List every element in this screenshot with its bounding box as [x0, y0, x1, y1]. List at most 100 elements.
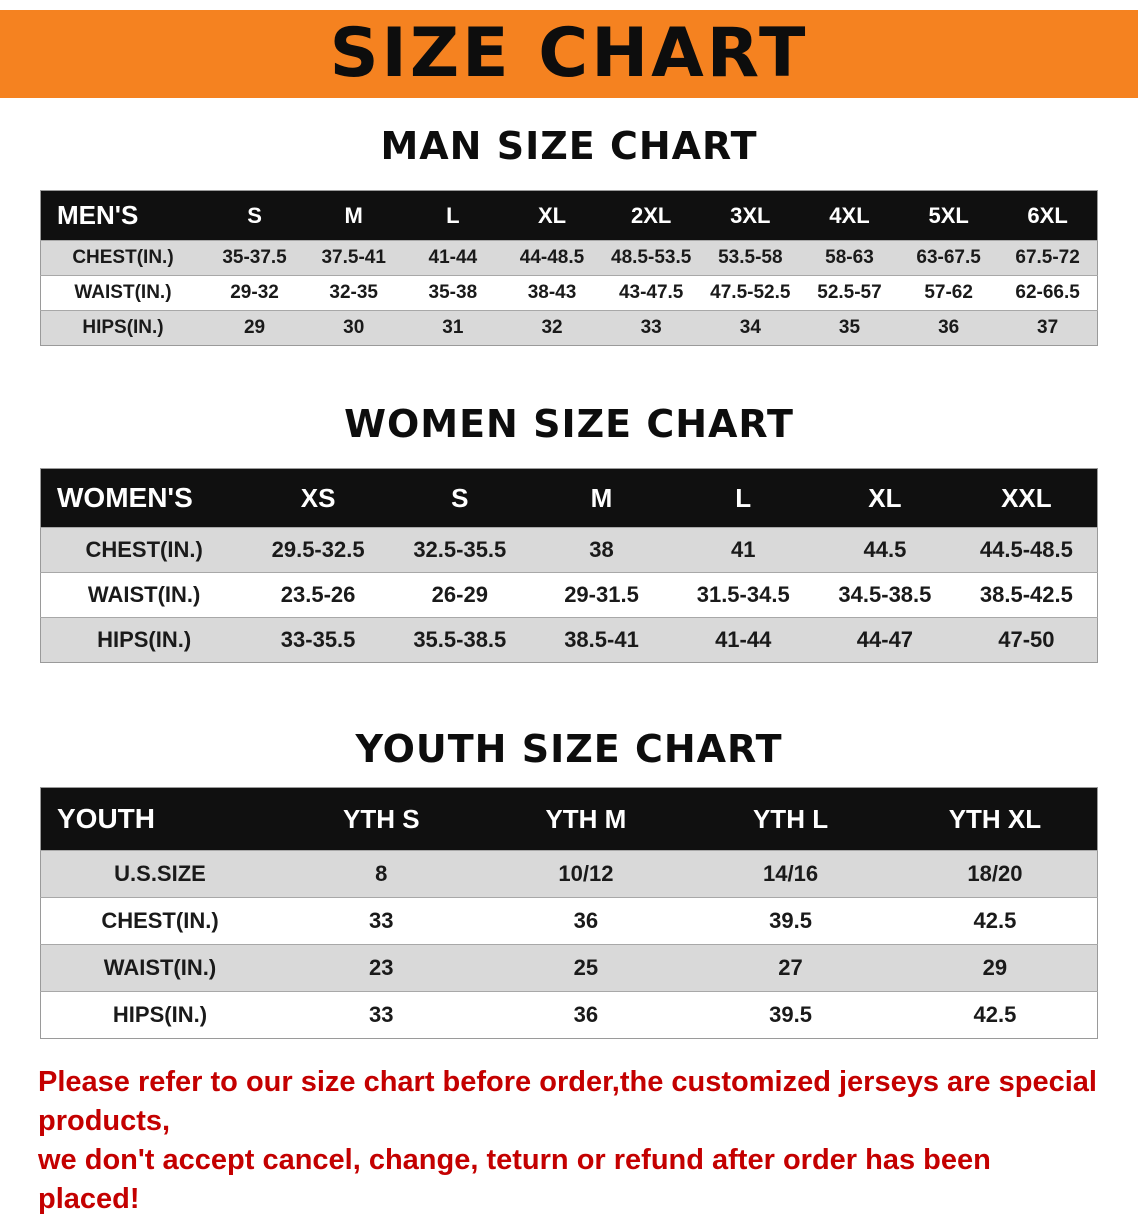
table-row: CHEST(IN.) 29.5-32.5 32.5-35.5 38 41 44.5 44.5…: [40, 527, 1098, 573]
column-header: YTH L: [688, 787, 893, 851]
table-cell: 38: [530, 527, 673, 573]
table-cell: 44.5-48.5: [955, 527, 1098, 573]
row-label: WAIST(IN.): [40, 572, 248, 618]
table-cell: 38.5-42.5: [955, 572, 1098, 618]
column-header: S: [388, 468, 531, 528]
row-label: CHEST(IN.): [40, 240, 205, 276]
column-header: YOUTH: [40, 787, 279, 851]
table-cell: 39.5: [688, 991, 893, 1039]
table-cell: 47-50: [955, 617, 1098, 663]
table-cell: 47.5-52.5: [700, 275, 800, 311]
table-row: HIPS(IN.) 29 30 31 32 33 34 35 36 37: [40, 310, 1098, 346]
table-cell: 36: [483, 991, 689, 1039]
table-cell: 25: [483, 944, 689, 992]
table-cell: 52.5-57: [799, 275, 900, 311]
table-cell: 39.5: [688, 897, 893, 945]
table-cell: 38.5-41: [530, 617, 673, 663]
row-label: WAIST(IN.): [40, 275, 205, 311]
youth-size-chart-title: YOUTH SIZE CHART: [355, 727, 783, 771]
man-size-table: MEN'S S M L XL 2XL 3XL 4XL 5XL 6XL CHEST(IN.) 35-37…: [40, 190, 1098, 346]
man-size-chart-title: MAN SIZE CHART: [380, 124, 758, 168]
table-cell: 58-63: [799, 240, 900, 276]
table-row: WAIST(IN.) 29-32 32-35 35-38 38-43 43-47.5 47.…: [40, 275, 1098, 311]
table-cell: 35.5-38.5: [388, 617, 531, 663]
footer-note-line1: Please refer to our size chart before or…: [38, 1066, 1097, 1138]
table-cell: 31: [403, 310, 503, 346]
column-header: YTH XL: [892, 787, 1098, 851]
table-header-row: YOUTH YTH S YTH M YTH L YTH XL: [40, 787, 1098, 851]
youth-size-table: YOUTH YTH S YTH M YTH L YTH XL U.S.SIZE 8 10/12…: [40, 787, 1098, 1039]
table-cell: 35-37.5: [204, 240, 305, 276]
table-cell: 42.5: [892, 991, 1098, 1039]
table-cell: 34.5-38.5: [814, 572, 956, 618]
row-label: HIPS(IN.): [40, 617, 248, 663]
column-header: L: [403, 190, 503, 241]
column-header: M: [304, 190, 404, 241]
table-cell: 53.5-58: [700, 240, 800, 276]
table-row: CHEST(IN.) 35-37.5 37.5-41 41-44 44-48.5 48.5…: [40, 240, 1098, 276]
footer-note: Please refer to our size chart before or…: [38, 1063, 1100, 1220]
table-cell: 35-38: [403, 275, 503, 311]
row-label: CHEST(IN.): [40, 527, 248, 573]
table-cell: 41: [672, 527, 815, 573]
table-cell: 32: [502, 310, 602, 346]
row-label: HIPS(IN.): [40, 991, 279, 1039]
table-row: HIPS(IN.) 33-35.5 35.5-38.5 38.5-41 41-44 44-…: [40, 617, 1098, 663]
table-cell: 23: [278, 944, 484, 992]
column-header: 4XL: [799, 190, 900, 241]
row-label: U.S.SIZE: [40, 850, 279, 898]
table-cell: 18/20: [892, 850, 1098, 898]
table-cell: 38-43: [502, 275, 602, 311]
table-row: U.S.SIZE 8 10/12 14/16 18/20: [40, 850, 1098, 898]
table-cell: 37.5-41: [304, 240, 404, 276]
table-cell: 33: [278, 897, 484, 945]
table-cell: 29-32: [204, 275, 305, 311]
table-cell: 14/16: [688, 850, 893, 898]
table-cell: 32.5-35.5: [388, 527, 531, 573]
table-row: WAIST(IN.) 23.5-26 26-29 29-31.5 31.5-34.5 34…: [40, 572, 1098, 618]
row-label: HIPS(IN.): [40, 310, 205, 346]
page-title: SIZE CHART: [329, 14, 809, 93]
column-header: YTH S: [278, 787, 484, 851]
table-cell: 32-35: [304, 275, 404, 311]
table-cell: 34: [700, 310, 800, 346]
table-cell: 44-48.5: [502, 240, 602, 276]
table-cell: 8: [278, 850, 484, 898]
table-cell: 35: [799, 310, 900, 346]
column-header: XXL: [955, 468, 1098, 528]
table-cell: 36: [899, 310, 999, 346]
table-cell: 31.5-34.5: [672, 572, 815, 618]
column-header: WOMEN'S: [40, 468, 248, 528]
women-size-table: WOMEN'S XS S M L XL XXL CHEST(IN.) 29.5-32.5 32.5…: [40, 468, 1098, 663]
table-cell: 67.5-72: [998, 240, 1098, 276]
column-header: 2XL: [601, 190, 701, 241]
table-cell: 41-44: [403, 240, 503, 276]
table-cell: 23.5-26: [247, 572, 389, 618]
table-cell: 36: [483, 897, 689, 945]
table-cell: 27: [688, 944, 893, 992]
table-cell: 41-44: [672, 617, 815, 663]
column-header: XL: [502, 190, 602, 241]
column-header: M: [530, 468, 673, 528]
column-header: YTH M: [483, 787, 689, 851]
table-cell: 10/12: [483, 850, 689, 898]
table-cell: 29-31.5: [530, 572, 673, 618]
table-cell: 62-66.5: [998, 275, 1098, 311]
footer-note-line2: we don't accept cancel, change, teturn o…: [38, 1144, 991, 1216]
column-header: 3XL: [700, 190, 800, 241]
table-row: CHEST(IN.) 33 36 39.5 42.5: [40, 897, 1098, 945]
banner: SIZE CHART: [0, 10, 1138, 98]
table-cell: 43-47.5: [601, 275, 701, 311]
column-header: XS: [247, 468, 389, 528]
table-cell: 37: [998, 310, 1098, 346]
table-cell: 29: [892, 944, 1098, 992]
column-header: 6XL: [998, 190, 1098, 241]
column-header: MEN'S: [40, 190, 205, 241]
table-header-row: WOMEN'S XS S M L XL XXL: [40, 468, 1098, 528]
table-cell: 29: [204, 310, 305, 346]
table-cell: 29.5-32.5: [247, 527, 389, 573]
table-cell: 63-67.5: [899, 240, 999, 276]
column-header: 5XL: [899, 190, 999, 241]
table-cell: 33-35.5: [247, 617, 389, 663]
